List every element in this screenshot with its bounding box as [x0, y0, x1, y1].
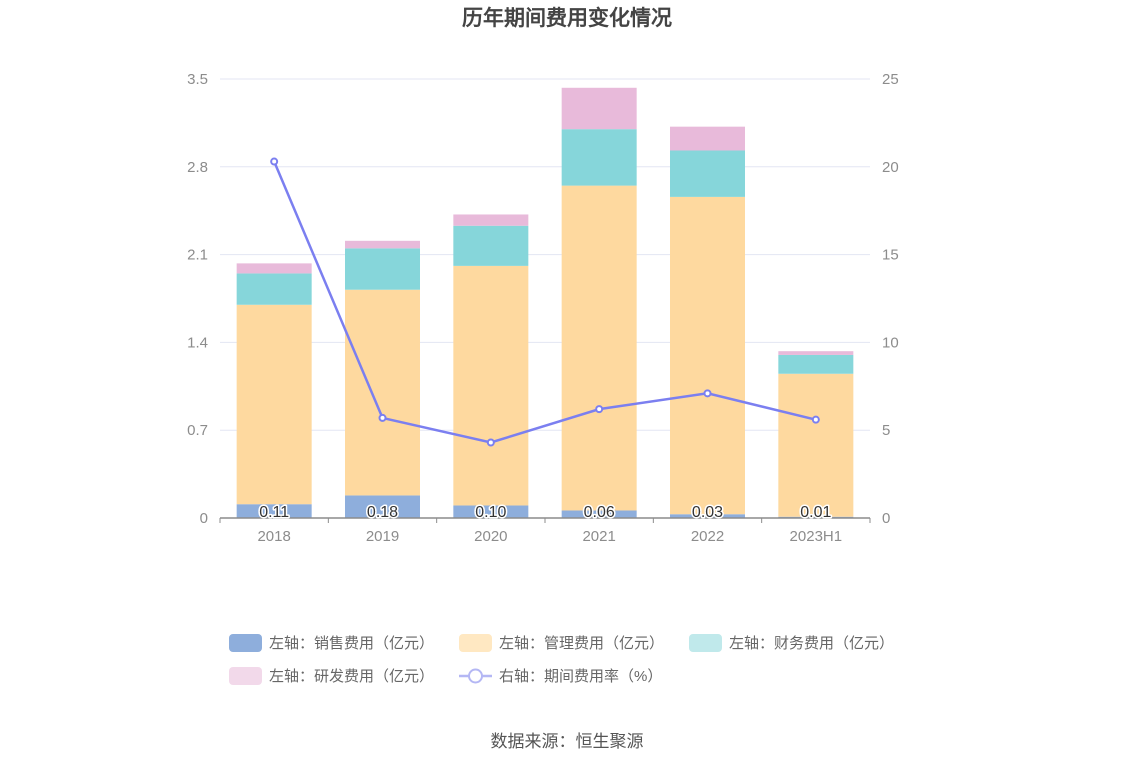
left-axis-tick: 0 — [200, 510, 208, 527]
x-axis-tick-label: 2019 — [366, 528, 399, 545]
bar-segment-4 — [236, 263, 312, 274]
bar-segment-2 — [561, 185, 637, 511]
right-axis-tick: 5 — [882, 422, 890, 439]
legend-swatch-icon — [229, 634, 262, 652]
bar-segment-1 — [345, 495, 420, 518]
bar-segment-1 — [453, 505, 529, 518]
legend-item-label: 左轴：研发费用（亿元） — [269, 668, 434, 685]
line-point — [595, 405, 604, 414]
bar-segment-2 — [453, 265, 529, 506]
bar-segment-2 — [236, 304, 312, 505]
line-point — [486, 438, 495, 447]
legend: 左轴：销售费用（亿元） 左轴：管理费用（亿元） 左轴：财务费用（亿元） 左轴：研发费用… — [229, 634, 894, 685]
bar-segment-4 — [453, 214, 529, 226]
bar-value-label: 0.10 — [475, 504, 506, 521]
bar-segment-3 — [453, 225, 529, 266]
right-axis-tick: 0 — [882, 510, 890, 527]
line-point — [270, 157, 279, 166]
left-axis-tick: 3.5 — [187, 71, 208, 88]
bar-value-label: 0.01 — [800, 504, 831, 521]
bar-segment-3 — [561, 129, 637, 186]
legend-item-label: 右轴：期间费用率（%） — [499, 668, 662, 685]
bar-segment-2 — [670, 196, 745, 515]
bar-segment-3 — [670, 150, 745, 197]
legend-swatch-icon — [689, 634, 722, 652]
legend-marker-icon — [468, 668, 483, 684]
grid — [220, 78, 870, 431]
bar-value-label: 0.03 — [692, 504, 723, 521]
legend-item-label: 左轴：财务费用（亿元） — [729, 635, 894, 652]
x-axis-tick-label: 2022 — [691, 528, 724, 545]
legend-swatch-icon — [229, 667, 262, 685]
bar-segment-1 — [670, 514, 745, 518]
bar-labels: 0.11 0.18 0.10 0.06 0.03 0.01 — [258, 503, 833, 523]
left-axis-tick: 0.7 — [187, 422, 208, 439]
legend-item-label: 左轴：管理费用（亿元） — [499, 635, 664, 652]
right-axis-tick: 25 — [882, 71, 899, 88]
line-series — [270, 157, 820, 447]
bar-segment-1 — [236, 504, 312, 518]
right-axis-tick: 20 — [882, 159, 899, 176]
bar-value-label: 0.06 — [584, 504, 615, 521]
bar-segment-2 — [345, 289, 420, 496]
left-y-axis: 0 0.7 1.4 2.1 2.8 3.5 — [187, 71, 208, 527]
data-source: 数据来源：恒生聚源 — [491, 732, 644, 751]
left-axis-tick: 1.4 — [187, 334, 208, 351]
bar-value-label: 0.18 — [367, 504, 398, 521]
bar-segment-3 — [236, 273, 312, 305]
bar-segment-3 — [345, 248, 420, 290]
x-axis-tick-label: 2020 — [474, 528, 507, 545]
bar-series — [236, 87, 854, 518]
x-axis-tick-label: 2018 — [257, 528, 290, 545]
bar-segment-4 — [345, 240, 420, 249]
bar-segment-1 — [561, 510, 637, 518]
right-axis-tick: 15 — [882, 247, 899, 264]
bar-segment-4 — [778, 351, 854, 355]
bar-segment-4 — [670, 126, 745, 151]
expense-ratio-line — [273, 161, 817, 444]
left-axis-tick: 2.8 — [187, 159, 208, 176]
legend-item-label: 左轴：销售费用（亿元） — [269, 635, 434, 652]
bar-segment-3 — [778, 354, 854, 374]
chart-title: 历年期间费用变化情况 — [462, 6, 672, 30]
x-axis: 2018 2019 2020 2021 2022 2023H1 — [219, 517, 871, 545]
line-point — [811, 415, 820, 424]
line-point — [378, 413, 387, 422]
x-axis-tick-label: 2023H1 — [790, 528, 843, 545]
x-axis-tick-label: 2021 — [582, 528, 615, 545]
right-y-axis: 0 5 10 15 20 25 — [882, 71, 899, 527]
legend-swatch-icon — [459, 634, 492, 652]
right-axis-tick: 10 — [882, 334, 899, 351]
left-axis-tick: 2.1 — [187, 247, 208, 264]
line-point — [703, 389, 712, 398]
bar-value-label: 0.11 — [259, 504, 289, 521]
bar-segment-2 — [778, 373, 854, 517]
bar-segment-4 — [561, 87, 637, 130]
